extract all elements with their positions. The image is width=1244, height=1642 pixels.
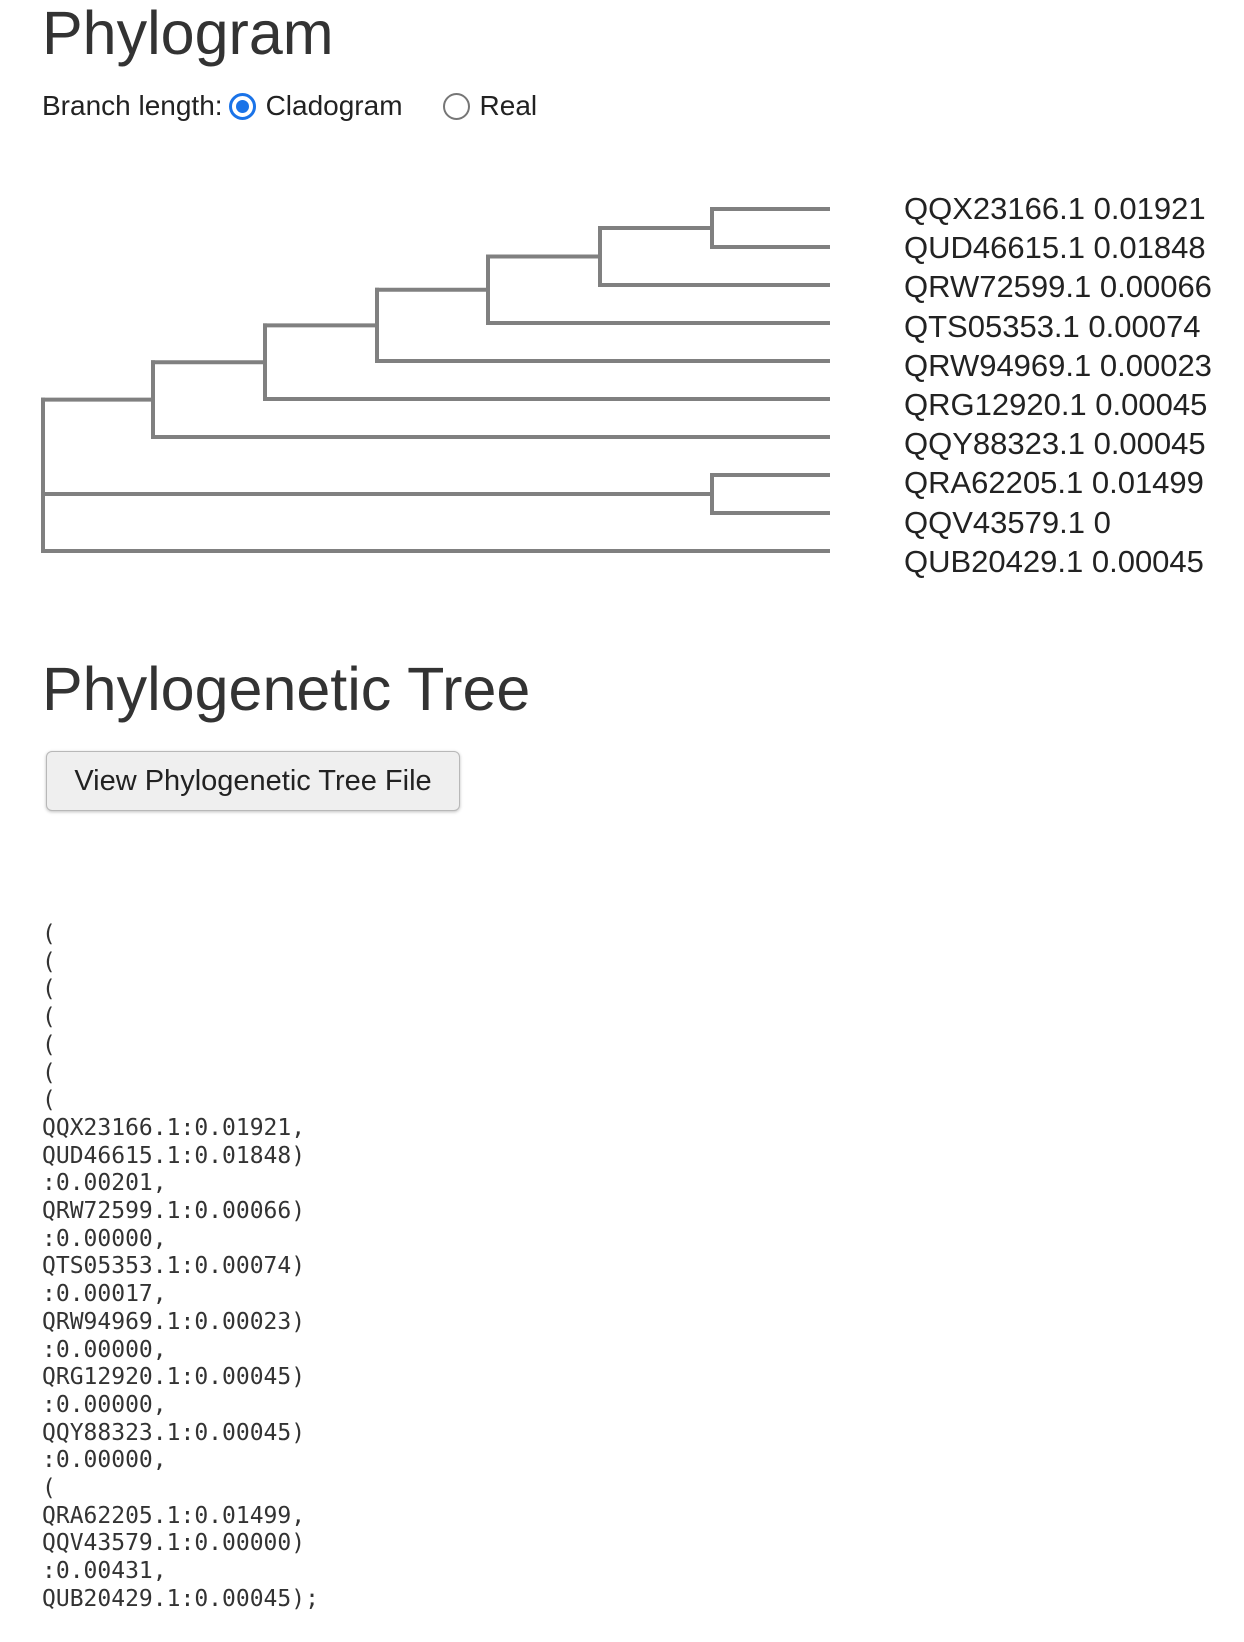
newick-line: :0.00201, — [42, 1170, 167, 1197]
phylogram-title: Phylogram — [42, 0, 334, 67]
view-tree-file-button[interactable]: View Phylogenetic Tree File — [46, 751, 460, 811]
phylogram-tree — [41, 207, 830, 553]
newick-line: ( — [42, 948, 56, 975]
real-label[interactable]: Real — [479, 90, 538, 121]
newick-line: QRW94969.1:0.00023) — [42, 1308, 306, 1335]
leaf-label: QQY88323.1 0.00045 — [904, 426, 1206, 462]
newick-line: ( — [42, 1475, 56, 1502]
leaf-label: QRG12920.1 0.00045 — [904, 387, 1208, 423]
real-radio[interactable] — [442, 92, 470, 120]
newick-line: QTS05353.1:0.00074) — [42, 1253, 306, 1280]
newick-line: :0.00017, — [42, 1281, 167, 1308]
newick-line: QUB20429.1:0.00045); — [42, 1585, 319, 1612]
newick-line: QQX23166.1:0.01921, — [42, 1114, 306, 1141]
leaf-label: QRA62205.1 0.01499 — [904, 465, 1204, 501]
newick-line: ( — [42, 1059, 56, 1086]
leaf-label: QRW72599.1 0.00066 — [904, 269, 1212, 305]
newick-line: :0.00000, — [42, 1336, 167, 1363]
phylogenetic-tree-title: Phylogenetic Tree — [42, 655, 531, 723]
leaf-label: QUD46615.1 0.01848 — [904, 230, 1206, 266]
cladogram-radio[interactable] — [228, 92, 256, 120]
newick-line: QUD46615.1:0.01848) — [42, 1142, 306, 1169]
newick-text: (((((((QQX23166.1:0.01921, QUD46615.1:0.0… — [42, 921, 319, 1614]
branch-length-control: Branch length: Cladogram Real — [42, 86, 537, 126]
newick-line: :0.00000, — [42, 1391, 167, 1418]
newick-line: ( — [42, 1087, 56, 1114]
leaf-label: QTS05353.1 0.00074 — [904, 308, 1201, 344]
leaf-label: QQX23166.1 0.01921 — [904, 191, 1206, 226]
leaf-label: QRW94969.1 0.00023 — [904, 347, 1212, 383]
cladogram-label[interactable]: Cladogram — [265, 90, 403, 121]
leaf-label: QUB20429.1 0.00045 — [904, 543, 1204, 579]
newick-line: QRA62205.1:0.01499, — [42, 1502, 306, 1529]
newick-line: QRG12920.1:0.00045) — [42, 1364, 306, 1391]
newick-line: ( — [42, 976, 56, 1003]
branch-length-label: Branch length: — [42, 90, 223, 121]
newick-line: QRW72599.1:0.00066) — [42, 1198, 306, 1225]
newick-line: :0.00000, — [42, 1447, 167, 1474]
newick-line: :0.00431, — [42, 1558, 167, 1585]
newick-line: :0.00000, — [42, 1225, 167, 1252]
newick-line: QQV43579.1:0.00000) — [42, 1530, 306, 1557]
newick-line: ( — [42, 921, 56, 947]
leaf-labels: QQX23166.1 0.01921 QUD46615.1 0.01848 QR… — [904, 189, 1212, 581]
newick-line: QQY88323.1:0.00045) — [42, 1419, 306, 1446]
newick-line: ( — [42, 1004, 56, 1031]
newick-line: ( — [42, 1031, 56, 1058]
leaf-label: QQV43579.1 0 — [904, 504, 1111, 540]
